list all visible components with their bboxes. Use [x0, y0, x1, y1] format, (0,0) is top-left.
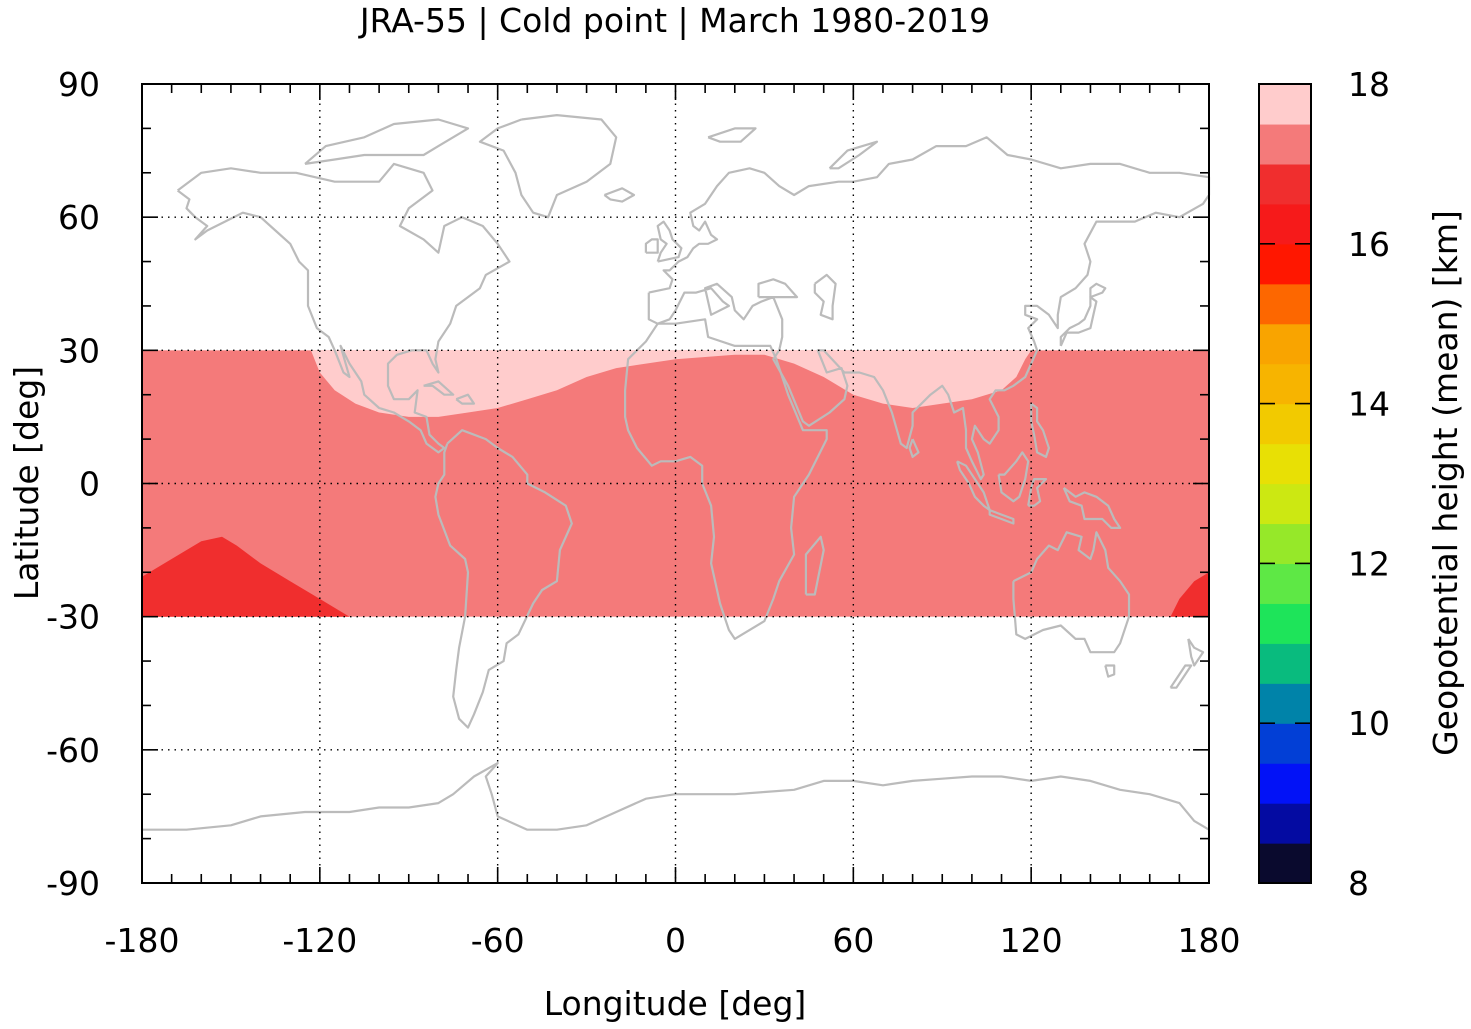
coastline-north-america	[176, 162, 511, 454]
coastline-antarctica	[142, 761, 1210, 831]
colorbar-segment-6	[1259, 603, 1311, 644]
colorbar-segment-0	[1259, 843, 1311, 884]
colorbar-segment-11	[1259, 403, 1311, 445]
colorbar-tick-label-10: 10	[1348, 704, 1390, 743]
coastline-sulawesi	[1027, 478, 1048, 507]
colorbar-segment-19	[1259, 84, 1311, 125]
colorbar-segment-15	[1259, 243, 1311, 285]
colorbar-segment-17	[1259, 163, 1311, 205]
colorbar-segment-13	[1259, 323, 1311, 365]
coastline-south-america	[434, 429, 573, 729]
y-tick-label--60: -60	[46, 731, 100, 770]
y-tick-label-60: 60	[58, 198, 100, 237]
coastline-cuba	[423, 380, 455, 396]
coastline-hispaniola	[455, 393, 476, 405]
coastline-novaya-zemlya	[828, 140, 879, 170]
coastline-borneo	[997, 451, 1030, 503]
x-tick-labels: -180 -120 -60 0 60 120 180	[105, 921, 1241, 960]
coastline-australia	[1012, 531, 1131, 654]
colorbar-segment-14	[1259, 283, 1311, 325]
y-tick-labels: -90 -60 -30 0 30 60 90	[46, 65, 100, 903]
colorbar-segment-7	[1259, 563, 1311, 604]
colorbar-tick-label-12: 12	[1348, 544, 1390, 583]
coastline-philippines	[1030, 402, 1051, 458]
colorbar-tick-label-14: 14	[1348, 385, 1390, 424]
grid-lines	[142, 84, 1209, 883]
coastline-caspian-sea	[813, 273, 837, 321]
x-tick-label-180: 180	[1178, 921, 1241, 960]
colorbar-segment-1	[1259, 803, 1311, 844]
y-tick-label-90: 90	[58, 65, 100, 104]
colorbar-tick-label-18: 18	[1348, 65, 1390, 104]
colorbar-segment-2	[1259, 763, 1311, 804]
coastline-great-britain	[656, 220, 683, 263]
coastline-ireland	[644, 238, 659, 254]
colorbar: 8 10 12 14 16 18 Geopotential height (mean) […	[1258, 65, 1465, 903]
chart-title: JRA-55 | Cold point | March 1980-2019	[358, 1, 990, 40]
coastline-iceland	[603, 187, 636, 203]
x-tick-label-120: 120	[1000, 921, 1063, 960]
x-axis-label: Longitude [deg]	[544, 984, 807, 1023]
plot-frame	[141, 83, 1210, 884]
coastline-tasmania	[1104, 664, 1116, 678]
coastline-new-zealand-north	[1187, 638, 1205, 667]
colorbar-segment-16	[1259, 203, 1311, 245]
colorbar-segment-5	[1259, 643, 1311, 684]
x-tick-label-60: 60	[832, 921, 874, 960]
coastline-sumatra	[956, 460, 991, 512]
data-region-1	[503, 350, 572, 355]
coastline-sri-lanka	[908, 438, 920, 458]
coastline-svalbard	[707, 127, 757, 143]
coastline-black-sea	[757, 278, 799, 299]
colorbar-segment-10	[1259, 443, 1311, 485]
data-region-2	[983, 354, 990, 369]
colorbar-tick-label-8: 8	[1348, 864, 1369, 903]
y-tick-label-30: 30	[58, 331, 100, 370]
x-tick-label-0: 0	[665, 921, 686, 960]
y-tick-label--30: -30	[46, 598, 100, 637]
coastline-hokkaido	[1089, 282, 1107, 299]
colorbar-tick-label-16: 16	[1348, 225, 1390, 264]
colorbar-segment-8	[1259, 523, 1311, 564]
data-region-0	[310, 350, 1032, 417]
coastline-greenland	[478, 113, 618, 219]
colorbar-segment-18	[1259, 123, 1311, 165]
colorbar-frame	[1258, 83, 1312, 884]
data-region-3	[142, 536, 350, 617]
y-axis-label: Latitude [deg]	[7, 366, 46, 600]
colorbar-segment-3	[1259, 723, 1311, 764]
coastline-new-zealand-south	[1169, 664, 1193, 689]
coastline-new-guinea	[1062, 487, 1122, 530]
coastline-java	[988, 509, 1015, 525]
map-panel	[141, 83, 1211, 884]
colorbar-segment-4	[1259, 683, 1311, 724]
coastline-arctic-islands	[304, 118, 470, 165]
colorbar-segments	[1259, 84, 1311, 884]
x-tick-label--60: -60	[471, 921, 525, 960]
colorbar-label: Geopotential height (mean) [km]	[1426, 210, 1465, 756]
y-tick-label-0: 0	[79, 465, 100, 504]
x-tick-label--120: -120	[282, 921, 357, 960]
colorbar-tick-labels: 8 10 12 14 16 18	[1348, 65, 1390, 903]
data-region-4	[1170, 572, 1209, 617]
x-tick-label--180: -180	[105, 921, 180, 960]
coastline-madagascar	[804, 535, 825, 596]
colorbar-segment-9	[1259, 483, 1311, 525]
colorbar-segment-12	[1259, 363, 1311, 405]
y-tick-label--90: -90	[46, 864, 100, 903]
